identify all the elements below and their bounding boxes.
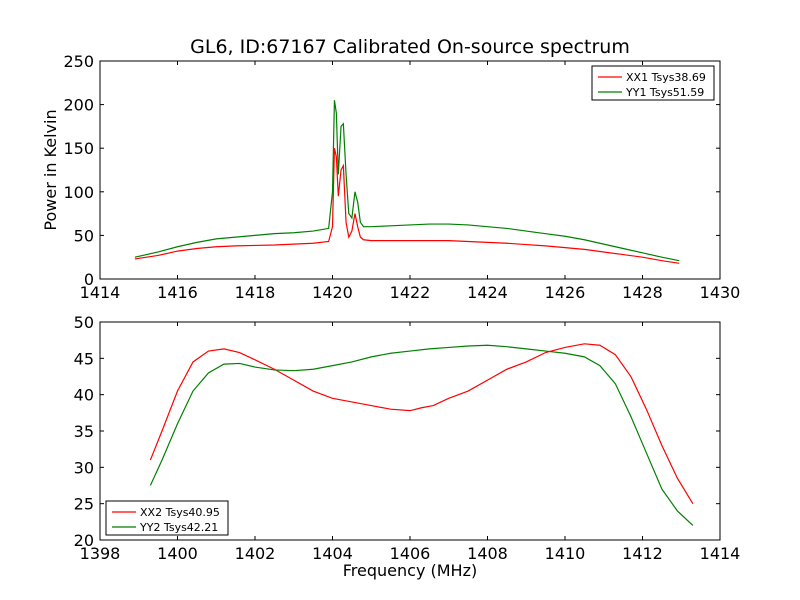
top-x-tick-label: 1426	[545, 283, 586, 302]
top-x-tick-label: 1418	[235, 283, 276, 302]
figure-title: GL6, ID:67167 Calibrated On-source spect…	[190, 36, 630, 58]
top-y-tick-label: 50	[74, 226, 94, 245]
bottom-y-tick-label: 40	[74, 386, 94, 405]
bottom-legend-box	[105, 500, 229, 536]
bottom-x-tick-label: 1404	[312, 544, 353, 563]
top-panel: Power in Kelvin 1414 1416 1418 1420 1422 1424…	[41, 52, 740, 302]
bottom-series-line-1	[149, 343, 694, 504]
top-x-tick-label: 1424	[467, 283, 508, 302]
bottom-x-axis-label: Frequency (MHz)	[343, 561, 477, 580]
top-x-tick-label: 1416	[157, 283, 198, 302]
top-series-line-2	[134, 100, 680, 262]
bottom-y-tick-label: 35	[74, 422, 94, 441]
bottom-y-tick-label: 25	[74, 495, 94, 514]
top-y-tick-label: 100	[63, 183, 94, 202]
top-y-axis-label: Power in Kelvin	[41, 109, 60, 230]
bottom-x-tick-label: 1400	[157, 544, 198, 563]
top-y-tick-label: 0	[84, 270, 94, 289]
top-x-tick-label: 1428	[622, 283, 663, 302]
top-series-line-1	[134, 148, 680, 264]
top-x-tick-label: 1430	[700, 283, 741, 302]
bottom-x-tick-label: 1398	[80, 544, 121, 563]
bottom-y-tick-label: 30	[74, 458, 94, 477]
top-y-tick-label: 250	[63, 52, 94, 71]
top-x-tick-label: 1420	[312, 283, 353, 302]
bottom-x-tick-label: 1408	[467, 544, 508, 563]
bottom-panel: Frequency (MHz) 1398 1400 1402 1404 1406 1408…	[74, 313, 741, 580]
top-x-tick-label: 1422	[390, 283, 431, 302]
bottom-x-tick-label: 1414	[700, 544, 741, 563]
top-legend-box	[591, 65, 715, 101]
top-legend-label-1: XX1 Tsys38.69	[626, 71, 706, 84]
top-legend: XX1 Tsys38.69 YY1 Tsys51.59	[591, 65, 715, 101]
top-x-tick-label: 1414	[80, 283, 121, 302]
bottom-legend-label-1: XX2 Tsys40.95	[140, 506, 220, 519]
bottom-y-tick-label: 20	[74, 531, 94, 550]
bottom-legend-label-2: YY2 Tsys42.21	[139, 521, 218, 534]
top-legend-label-2: YY1 Tsys51.59	[625, 86, 704, 99]
top-y-tick-label: 200	[63, 96, 94, 115]
bottom-y-tick-label: 45	[74, 349, 94, 368]
bottom-x-tick-label: 1412	[622, 544, 663, 563]
bottom-series-line-2	[149, 344, 694, 526]
top-y-tick-label: 150	[63, 139, 94, 158]
bottom-legend: XX2 Tsys40.95 YY2 Tsys42.21	[105, 500, 229, 536]
bottom-y-tick-label: 50	[74, 313, 94, 332]
bottom-x-tick-label: 1402	[235, 544, 276, 563]
bottom-x-tick-label: 1410	[545, 544, 586, 563]
bottom-x-tick-label: 1406	[390, 544, 431, 563]
